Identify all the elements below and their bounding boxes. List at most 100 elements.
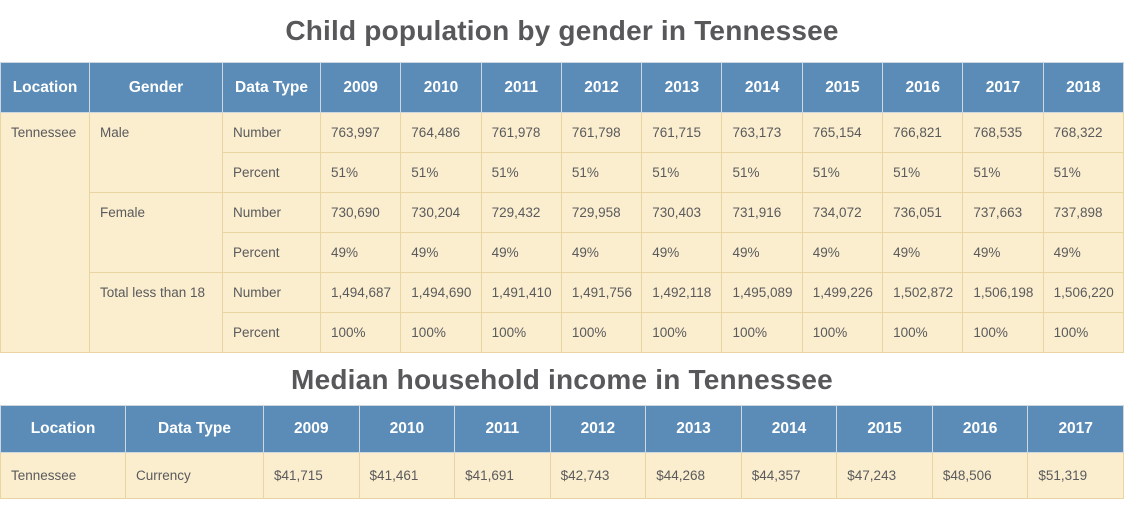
value-cell: 100% — [721, 312, 803, 353]
column-header-2015: 2015 — [801, 62, 884, 113]
population-table-header: Location Gender Data Type 2009 2010 2011 2012 2… — [0, 62, 1124, 113]
table-row: Percent 100% 100% 100% 100% 100% 100% 100% 100% 1… — [1, 312, 1124, 353]
location-cell: Tennessee — [0, 452, 126, 499]
value-cell: 761,798 — [560, 112, 643, 153]
value-cell: 737,898 — [1042, 192, 1124, 233]
column-header-2014: 2014 — [721, 62, 803, 113]
value-cell: 100% — [560, 312, 643, 353]
value-cell: 100% — [400, 312, 482, 353]
value-cell: 100% — [480, 312, 562, 353]
value-cell: $41,715 — [263, 452, 360, 499]
value-cell: 51% — [882, 152, 964, 193]
column-header-2014: 2014 — [740, 405, 838, 453]
value-cell: 51% — [801, 152, 884, 193]
income-table-body: Tennessee Currency $41,715 $41,461 $41,691 $4… — [0, 452, 1124, 499]
column-header-data-type: Data Type — [222, 62, 321, 113]
value-cell: 51% — [721, 152, 803, 193]
location-cell: Tennessee — [0, 112, 90, 353]
column-header-2013: 2013 — [645, 405, 742, 453]
value-cell: $41,691 — [454, 452, 551, 499]
population-table-body: Tennessee Male Number 763,997 764,486 761,978… — [0, 112, 1124, 353]
value-cell: 49% — [801, 232, 884, 273]
data-type-cell: Currency — [125, 452, 264, 499]
data-type-cell: Number — [222, 112, 321, 153]
column-header-2011: 2011 — [454, 405, 551, 453]
column-header-2010: 2010 — [400, 62, 482, 113]
value-cell: 729,958 — [560, 192, 643, 233]
column-header-2013: 2013 — [641, 62, 723, 113]
value-cell: 49% — [560, 232, 643, 273]
value-cell: 730,403 — [641, 192, 723, 233]
value-cell: 51% — [319, 152, 402, 193]
column-header-2017: 2017 — [962, 62, 1044, 113]
value-cell: 100% — [801, 312, 884, 353]
data-type-cell: Number — [222, 192, 321, 233]
value-cell: 730,690 — [319, 192, 402, 233]
population-header-row: Location Gender Data Type 2009 2010 2011 2012 2… — [0, 62, 1124, 113]
value-cell: 49% — [721, 232, 803, 273]
value-cell: 763,997 — [319, 112, 402, 153]
income-table: Location Data Type 2009 2010 2011 2012 2013 201… — [0, 405, 1124, 499]
value-cell: 100% — [882, 312, 964, 353]
data-type-cell: Number — [222, 272, 321, 313]
value-cell: 766,821 — [882, 112, 964, 153]
value-cell: 51% — [400, 152, 482, 193]
population-table-title: Child population by gender in Tennessee — [285, 15, 839, 46]
column-header-gender: Gender — [89, 62, 223, 113]
value-cell: 1,506,198 — [962, 272, 1044, 313]
column-header-2010: 2010 — [358, 405, 456, 453]
column-header-2009: 2009 — [263, 405, 360, 453]
value-cell: 764,486 — [400, 112, 482, 153]
column-header-2009: 2009 — [319, 62, 402, 113]
value-cell: 768,322 — [1042, 112, 1124, 153]
value-cell: 51% — [560, 152, 643, 193]
value-cell: 49% — [400, 232, 482, 273]
value-cell: 761,715 — [641, 112, 723, 153]
value-cell: 761,978 — [480, 112, 562, 153]
value-cell: 1,502,872 — [882, 272, 964, 313]
value-cell: 1,499,226 — [801, 272, 884, 313]
value-cell: 1,494,687 — [319, 272, 402, 313]
value-cell: 1,494,690 — [400, 272, 482, 313]
value-cell: 49% — [962, 232, 1044, 273]
page: Child population by gender in Tennessee … — [0, 15, 1124, 499]
value-cell: $51,319 — [1027, 452, 1124, 499]
table-row: Total less than 18 Number 1,494,687 1,494,6… — [1, 272, 1124, 353]
table-row: Percent 51% 51% 51% 51% 51% 51% 51% 51% 51% 51% — [1, 152, 1124, 193]
data-type-cell: Percent — [222, 232, 321, 273]
value-cell: 49% — [1042, 232, 1124, 273]
value-cell: 768,535 — [962, 112, 1044, 153]
value-cell: 1,491,756 — [560, 272, 643, 313]
value-cell: 729,432 — [480, 192, 562, 233]
column-header-2012: 2012 — [560, 62, 643, 113]
value-cell: 1,506,220 — [1042, 272, 1124, 313]
gender-cell: Male — [89, 112, 223, 193]
value-cell: 51% — [1042, 152, 1124, 193]
column-header-2011: 2011 — [480, 62, 562, 113]
value-cell: 51% — [480, 152, 562, 193]
value-cell: 100% — [962, 312, 1044, 353]
gender-cell: Female — [89, 192, 223, 273]
income-table-title: Median household income in Tennessee — [291, 364, 833, 395]
value-cell: $44,357 — [740, 452, 838, 499]
table-row: Tennessee Male Number 763,997 764,486 761,978… — [0, 112, 1124, 353]
table-row: Percent 49% 49% 49% 49% 49% 49% 49% 49% 49% 49% — [1, 232, 1124, 273]
value-cell: 100% — [641, 312, 723, 353]
value-cell: 51% — [962, 152, 1044, 193]
value-cell: 736,051 — [882, 192, 964, 233]
value-cell: $48,506 — [931, 452, 1029, 499]
value-cell: $41,461 — [358, 452, 456, 499]
column-header-location: Location — [0, 405, 126, 453]
income-header-row: Location Data Type 2009 2010 2011 2012 2013 201… — [0, 405, 1124, 453]
column-header-2018: 2018 — [1042, 62, 1124, 113]
column-header-2017: 2017 — [1027, 405, 1124, 453]
value-cell: 49% — [480, 232, 562, 273]
table-row: Tennessee Currency $41,715 $41,461 $41,691 $4… — [0, 452, 1124, 499]
column-header-2016: 2016 — [882, 62, 964, 113]
table-row: Female Number 730,690 730,204 729,432 729,958… — [1, 192, 1124, 273]
value-cell: 1,495,089 — [721, 272, 803, 313]
value-cell: 49% — [319, 232, 402, 273]
value-cell: 51% — [641, 152, 723, 193]
value-cell: 1,491,410 — [480, 272, 562, 313]
column-header-2012: 2012 — [549, 405, 647, 453]
